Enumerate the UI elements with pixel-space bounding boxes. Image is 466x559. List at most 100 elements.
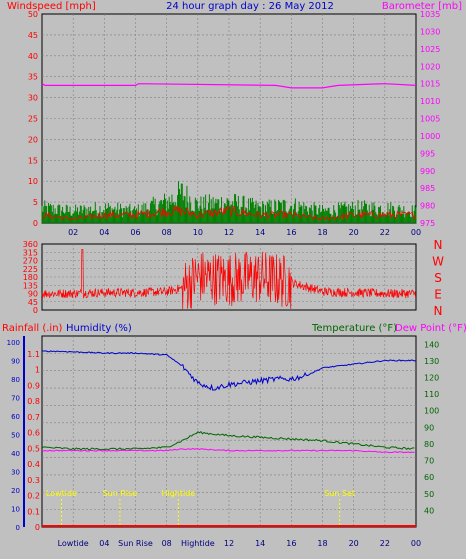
windspeed-axis-label: Windspeed [mph] [7, 1, 96, 12]
temperature-tick: 130 [424, 357, 439, 366]
humidity-axis-label: Humidity (%) [66, 323, 132, 334]
humidity-line [41, 350, 417, 391]
compass-letter: W [432, 255, 444, 269]
direction-tick: 270 [23, 257, 38, 266]
humidity-tick: 80 [11, 376, 20, 384]
windspeed-tick: 30 [28, 94, 38, 103]
barometer-tick: 995 [420, 149, 435, 158]
rainfall-tick: 1.1 [27, 350, 40, 359]
windspeed-tick: 45 [28, 31, 38, 40]
event-label: Sun Set [324, 489, 355, 498]
barometer-tick: 980 [420, 202, 435, 211]
barometer-tick: 1005 [420, 115, 440, 124]
event-label: Sun Rise [103, 489, 138, 498]
rainfall-tick: 0.3 [27, 476, 40, 485]
rainfall-tick: 0.7 [27, 413, 40, 422]
temperature-tick: 70 [424, 457, 434, 466]
barometer-tick: 985 [420, 184, 435, 193]
barometer-tick: 1030 [420, 27, 440, 36]
temperature-tick: 90 [424, 423, 434, 432]
windspeed-tick: 0 [33, 219, 38, 228]
x-tick-top: 14 [255, 228, 265, 237]
humidity-tick: 90 [11, 358, 20, 366]
direction-tick: 225 [23, 265, 38, 274]
humidity-tick: 70 [11, 395, 20, 403]
x-tick-top: 22 [380, 228, 390, 237]
windspeed-tick: 40 [28, 52, 38, 61]
barometer-tick: 1015 [420, 80, 440, 89]
rainfall-tick: 0.8 [27, 397, 40, 406]
rainfall-tick: 0.6 [27, 429, 40, 438]
x-tick-top: 02 [68, 228, 78, 237]
x-tick-top: 10 [193, 228, 203, 237]
barometer-tick: 1025 [420, 45, 440, 54]
direction-tick: 135 [23, 281, 38, 290]
dewpoint-axis-label: Dew Point (°F) [395, 323, 466, 334]
x-tick-bottom: Lowtide [58, 539, 89, 548]
panel3-frame [41, 335, 417, 528]
temperature-line [41, 431, 415, 451]
windspeed-tick: 25 [28, 115, 38, 124]
x-tick-top: 08 [162, 228, 172, 237]
x-tick-top: 06 [130, 228, 140, 237]
x-tick-bottom: 20 [349, 539, 359, 548]
dewpoint-line [41, 448, 415, 454]
humidity-tick: 40 [11, 450, 20, 458]
x-tick-bottom: 14 [255, 539, 265, 548]
barometer-axis-label: Barometer [mb] [382, 1, 462, 12]
event-label: Hightide [161, 489, 195, 498]
x-tick-top: 00 [411, 228, 421, 237]
temperature-tick: 60 [424, 473, 434, 482]
rainfall-tick: 0.4 [27, 460, 40, 469]
rainfall-tick: 0 [35, 523, 40, 532]
x-tick-top: 16 [286, 228, 296, 237]
direction-tick: 315 [23, 248, 38, 257]
event-label: Lowtide [46, 489, 77, 498]
rainfall-tick: 0.1 [27, 507, 40, 516]
rainfall-axis-label: Rainfall (.in) [2, 323, 63, 334]
barometer-tick: 1035 [420, 10, 440, 19]
compass-letter: E [434, 288, 442, 302]
temperature-tick: 140 [424, 340, 439, 349]
x-tick-bottom: Hightide [181, 539, 215, 548]
rainfall-tick: 0.5 [27, 444, 40, 453]
direction-tick: 180 [23, 273, 38, 282]
barometer-line [41, 83, 417, 89]
barometer-tick: 1000 [420, 132, 440, 141]
x-tick-bottom: 08 [162, 539, 172, 548]
direction-tick: 90 [28, 290, 38, 299]
barometer-tick: 1010 [420, 97, 440, 106]
direction-tick: 45 [28, 298, 38, 307]
x-tick-top: 04 [99, 228, 109, 237]
windspeed-tick: 50 [28, 10, 38, 19]
humidity-tick: 10 [11, 506, 20, 514]
direction-line [41, 249, 416, 310]
humidity-tick: 30 [11, 469, 20, 477]
windspeed-tick: 5 [33, 198, 38, 207]
temperature-axis-label: Temperature (°F) [311, 323, 397, 334]
windspeed-tick: 20 [28, 135, 38, 144]
barometer-tick: 990 [420, 167, 435, 176]
humidity-tick: 0 [16, 524, 20, 532]
compass-letter: N [434, 238, 443, 252]
windspeed-tick: 35 [28, 73, 38, 82]
barometer-tick: 975 [420, 219, 435, 228]
x-tick-bottom: 12 [224, 539, 234, 548]
humidity-tick: 20 [11, 487, 20, 495]
x-tick-bottom: Sun Rise [118, 539, 153, 548]
compass-letter: N [434, 304, 443, 318]
humidity-tick: 100 [7, 339, 20, 347]
x-tick-bottom: 16 [286, 539, 296, 548]
x-tick-top: 18 [317, 228, 327, 237]
x-tick-bottom: 18 [317, 539, 327, 548]
barometer-tick: 1020 [420, 62, 440, 71]
chart-title: 24 hour graph day : 26 May 2012 [166, 1, 334, 12]
rainfall-tick: 1 [35, 366, 40, 375]
direction-tick: 0 [33, 306, 38, 315]
humidity-tick: 50 [11, 432, 20, 440]
x-tick-bottom: 04 [99, 539, 109, 548]
rainfall-tick: 0.9 [27, 381, 40, 390]
humidity-tick: 60 [11, 413, 20, 421]
